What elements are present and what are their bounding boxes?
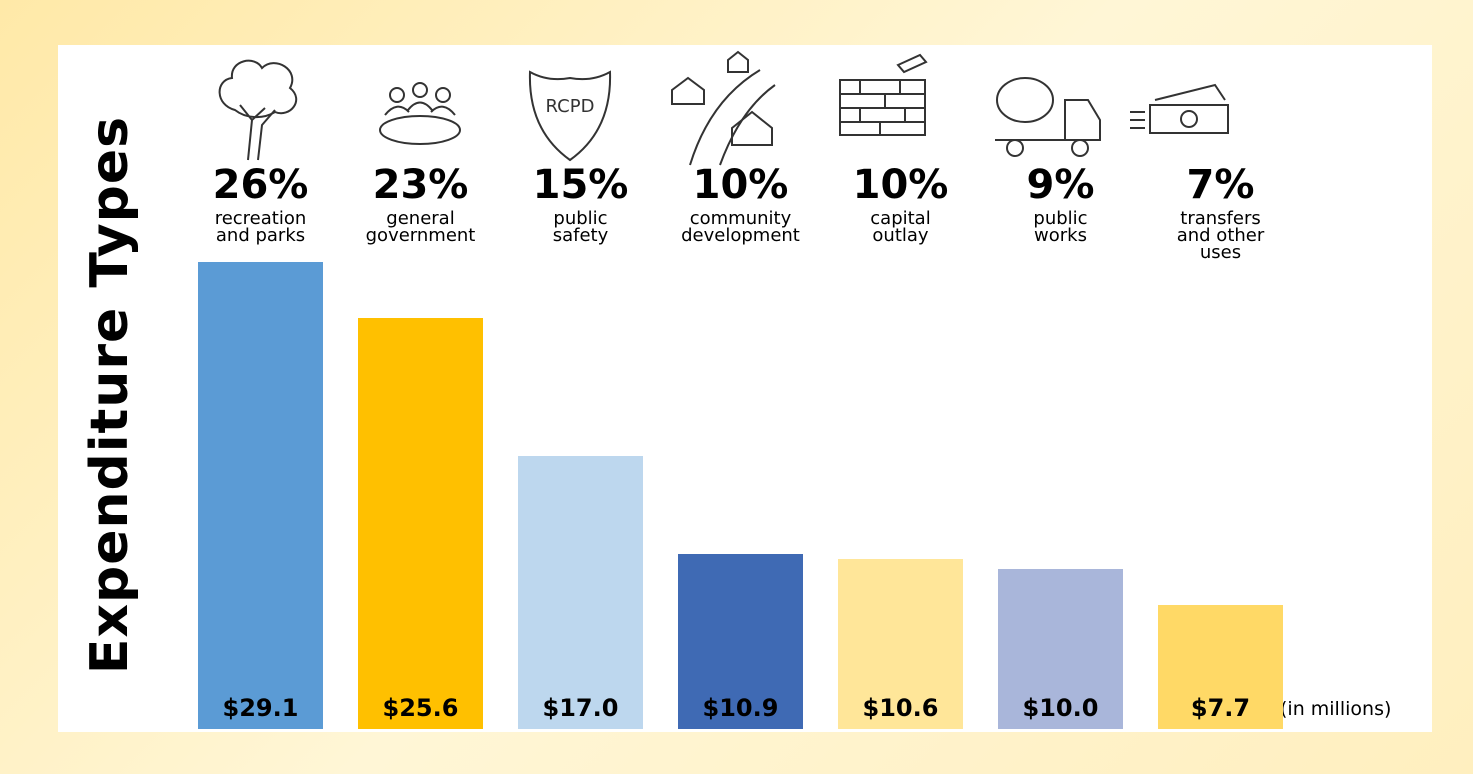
value-label: $25.6: [382, 694, 459, 722]
category-label: capital outlay: [870, 208, 931, 246]
tree-icon: [218, 59, 298, 161]
category-label: general government: [365, 208, 476, 246]
value-label: $10.6: [862, 694, 939, 722]
category-label: transfers and other uses: [1176, 208, 1265, 263]
bar: [838, 558, 963, 729]
bar: [1158, 605, 1283, 729]
value-label: $7.7: [1190, 694, 1251, 722]
wall-icon: [839, 53, 928, 136]
mixer-icon: [995, 77, 1101, 157]
houses-icon: [671, 50, 776, 166]
svg-text:RCPD: RCPD: [546, 96, 595, 117]
category-label: public works: [1033, 208, 1088, 246]
money-icon: [1130, 83, 1229, 134]
value-label: $10.0: [1022, 694, 1099, 722]
share-label: 10%: [692, 162, 789, 208]
value-label: $29.1: [222, 694, 299, 722]
share-label: 10%: [852, 162, 949, 208]
bar: [198, 262, 323, 729]
category-label: recreation and parks: [214, 208, 307, 246]
bar: [518, 456, 643, 729]
share-label: 26%: [212, 162, 309, 208]
bar: [678, 554, 803, 729]
bar: [998, 568, 1123, 729]
category-label: community development: [681, 208, 800, 246]
share-label: 9%: [1026, 162, 1095, 208]
value-label: $17.0: [542, 694, 619, 722]
share-label: 7%: [1186, 162, 1255, 208]
chart-title: Expenditure Types: [80, 115, 140, 675]
icons: RCPD: [218, 50, 1229, 166]
share-label: 23%: [372, 162, 469, 208]
category-label: public safety: [552, 208, 609, 246]
share-label: 15%: [532, 162, 629, 208]
shield-icon: RCPD: [528, 70, 612, 162]
meeting-icon: [379, 82, 461, 145]
bar: [358, 318, 483, 729]
value-label: $10.9: [702, 694, 779, 722]
unit-note: (in millions): [1280, 698, 1392, 720]
